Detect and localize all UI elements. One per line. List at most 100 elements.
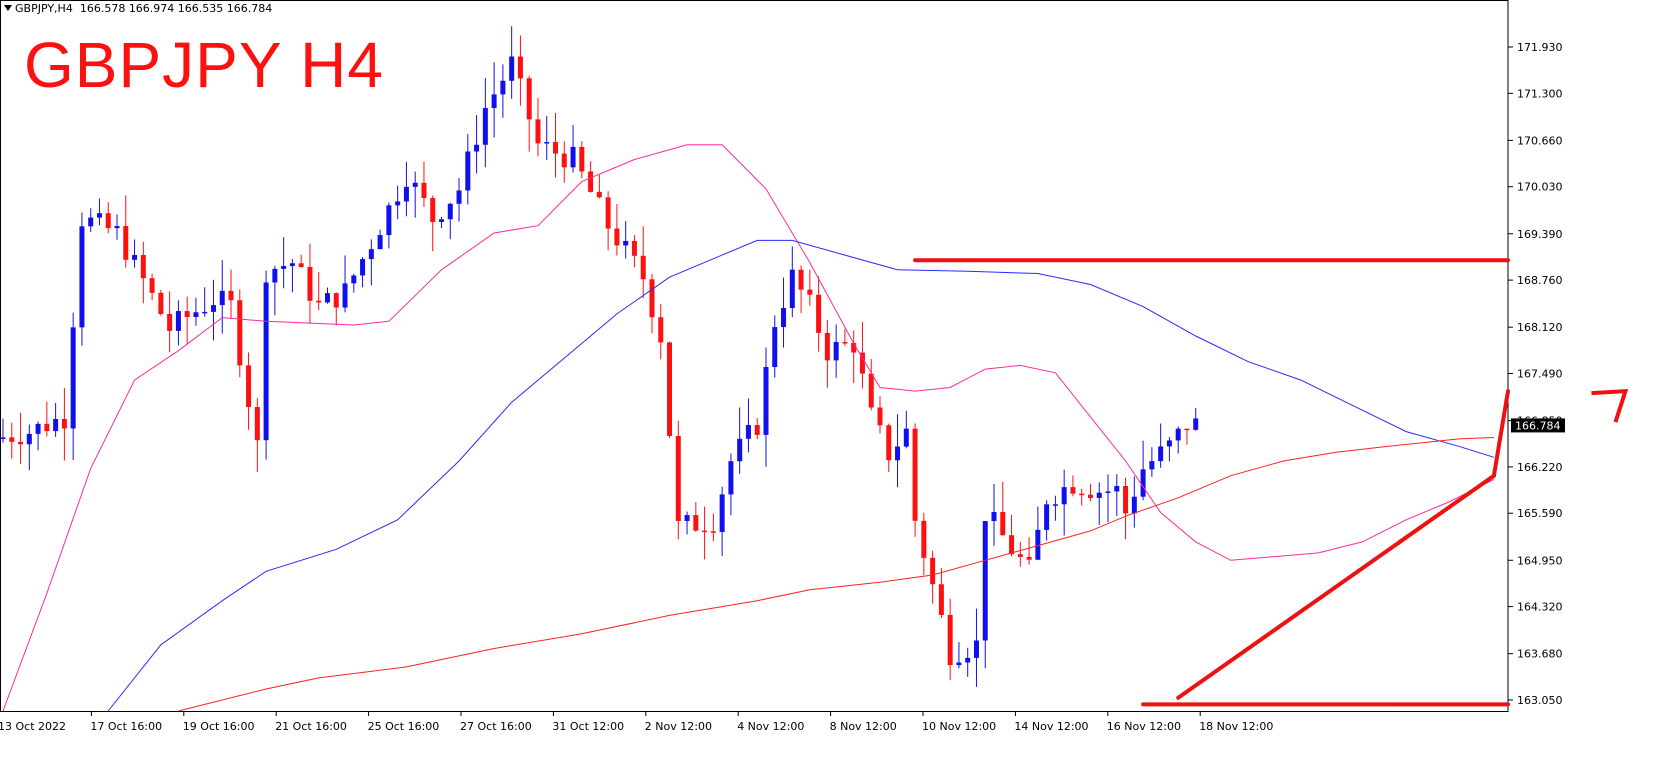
bull-candle: [1044, 500, 1050, 541]
bear-candle: [1079, 488, 1085, 506]
bull-candle: [289, 259, 295, 293]
bear-candle: [605, 191, 611, 251]
y-tick-label: 171.300: [1517, 87, 1563, 100]
bull-candle: [789, 246, 795, 318]
bull-candle: [70, 312, 76, 461]
candle-body: [1000, 512, 1006, 536]
bear-candle: [1087, 483, 1093, 502]
bull-candle: [132, 239, 138, 268]
bull-candle: [219, 260, 225, 334]
candle-body: [465, 151, 471, 191]
bear-candle: [1017, 541, 1023, 567]
candle-body: [474, 144, 480, 152]
y-axis: 171.930 171.300 170.660 170.030 169.390 168.7…: [1508, 41, 1563, 707]
bear-candle: [140, 241, 146, 304]
candle-body: [1166, 440, 1172, 447]
x-tick-label: 19 Oct 16:00: [183, 720, 255, 733]
bear-candle: [658, 303, 664, 360]
bear-candle: [921, 512, 927, 576]
bull-candle: [447, 202, 453, 240]
bull-candle: [35, 421, 41, 451]
candle-body: [912, 428, 918, 521]
candle-body: [938, 584, 944, 615]
candle-body: [272, 268, 278, 283]
y-tick-label: 168.120: [1517, 321, 1563, 334]
candle-body: [535, 119, 541, 144]
bear-candle: [868, 358, 874, 411]
candle-body: [824, 332, 830, 361]
bull-candle: [1166, 437, 1172, 462]
bear-candle: [316, 271, 322, 311]
candle-body: [1140, 469, 1146, 497]
candle-body: [289, 263, 295, 267]
candle-body: [123, 226, 129, 260]
x-tick-label: 31 Oct 12:00: [552, 720, 624, 733]
candle-body: [772, 327, 778, 368]
candle-body: [605, 197, 611, 229]
bear-candle: [298, 254, 304, 268]
candle-body: [132, 255, 138, 260]
bear-candle: [553, 112, 559, 178]
candle-body: [307, 266, 313, 301]
arrow-line: [1491, 389, 1510, 478]
y-tick-label: 166.220: [1517, 461, 1563, 474]
candle-body: [842, 341, 848, 344]
bull-candle: [26, 424, 32, 471]
current-price-label: 166.784: [1515, 419, 1561, 432]
bear-candle: [333, 292, 339, 326]
candle-body: [456, 190, 462, 204]
candles: [0, 26, 1199, 687]
candle-body: [570, 146, 576, 168]
bull-candle: [1105, 474, 1111, 523]
x-tick-label: 14 Nov 12:00: [1014, 720, 1088, 733]
bear-candle: [842, 329, 848, 346]
candle-body: [9, 437, 15, 442]
candle-body: [1087, 494, 1093, 498]
candle-body: [895, 446, 901, 461]
bear-candle: [246, 352, 252, 430]
candle-body: [833, 341, 839, 361]
bull-candle: [544, 116, 550, 161]
candle-body: [342, 283, 348, 308]
candle-body: [386, 205, 392, 236]
candle-body: [667, 342, 673, 436]
bull-candle: [570, 125, 576, 173]
bull-candle: [1131, 476, 1137, 528]
candle-body: [859, 352, 865, 374]
x-tick-label: 27 Oct 16:00: [460, 720, 532, 733]
candle-body: [1044, 504, 1050, 530]
candle-body: [614, 228, 620, 246]
bull-candle: [1114, 474, 1120, 516]
bull-candle: [342, 255, 348, 313]
bear-candle: [816, 276, 822, 352]
bull-candle: [474, 115, 480, 174]
bear-candle: [640, 226, 646, 299]
ma-fast-line: [2, 144, 1495, 712]
bull-candle: [728, 453, 734, 516]
bear-candle: [44, 401, 50, 437]
bear-candle: [1026, 537, 1032, 565]
candle-body: [184, 311, 190, 317]
candle-body: [1017, 554, 1023, 557]
bear-candle: [807, 269, 813, 306]
bear-candle: [886, 423, 892, 472]
candle-body: [202, 311, 208, 314]
candle-body: [623, 240, 629, 246]
bear-candle: [1000, 481, 1006, 536]
x-tick-label: 13 Oct 2022: [0, 720, 66, 733]
candle-body: [798, 269, 804, 290]
x-tick-label: 16 Nov 12:00: [1107, 720, 1181, 733]
bull-candle: [395, 185, 401, 220]
dropdown-triangle-icon[interactable]: [4, 5, 12, 11]
candle-body: [868, 373, 874, 408]
bull-candle: [1149, 447, 1155, 477]
bear-candle: [526, 75, 532, 152]
bull-candle: [719, 486, 725, 557]
bull-candle: [895, 414, 901, 488]
candle-body: [333, 293, 339, 308]
bear-candle: [1009, 514, 1015, 557]
candle-body: [930, 557, 936, 585]
bull-candle: [833, 324, 839, 378]
bull-candle: [439, 217, 444, 229]
